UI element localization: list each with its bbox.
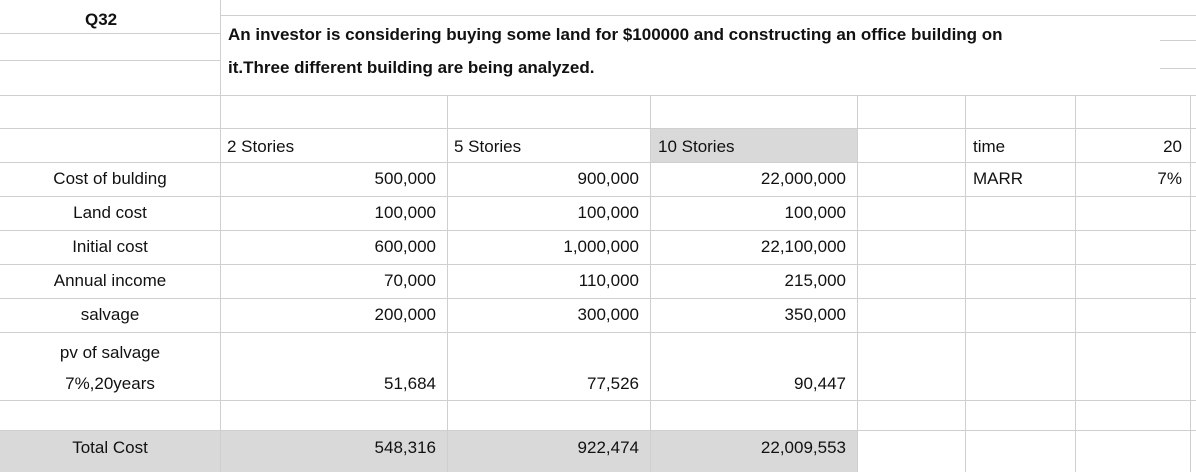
- row-label: Initial cost: [72, 237, 148, 256]
- question-label: Q32: [85, 10, 118, 29]
- grid-line: [0, 162, 1196, 163]
- grid-line: [0, 332, 1196, 333]
- grid-line: [0, 400, 1196, 401]
- row-label: 7%,20years: [65, 374, 155, 393]
- cell-value: 1,000,000: [563, 237, 639, 256]
- cell-value: 215,000: [784, 271, 846, 290]
- grid-line: [0, 33, 220, 34]
- parameter-value: 7%: [1157, 169, 1182, 188]
- cell-value: 90,447: [794, 374, 846, 393]
- row-label: Cost of bulding: [53, 169, 167, 188]
- grid-line: [1160, 68, 1196, 69]
- grid-line: [0, 230, 1196, 231]
- cell-value: 350,000: [784, 305, 846, 324]
- problem-text: it.Three different building are being an…: [228, 58, 595, 77]
- grid-line: [0, 264, 1196, 265]
- grid-line: [447, 95, 448, 472]
- cell-value: 922,474: [577, 438, 639, 457]
- grid-line: [857, 95, 858, 472]
- column-header: 2 Stories: [227, 137, 295, 156]
- grid-line: [220, 15, 1160, 16]
- cell-value: 600,000: [374, 237, 436, 256]
- total-row-fill: [0, 431, 857, 472]
- grid-line: [1160, 40, 1196, 41]
- cell-value: 300,000: [577, 305, 639, 324]
- cell-value: 22,009,553: [760, 438, 846, 457]
- cell-value: 110,000: [578, 271, 639, 290]
- column-header: 10 Stories: [658, 137, 735, 156]
- row-label: Total Cost: [72, 438, 148, 457]
- row-label: salvage: [80, 305, 140, 324]
- cell-value: 100,000: [577, 203, 639, 222]
- grid-line: [1190, 95, 1191, 472]
- grid-line: [1075, 95, 1076, 472]
- header-fill: [650, 128, 857, 162]
- grid-line: [0, 196, 1196, 197]
- grid-line: [0, 128, 1196, 129]
- cell-value: 77,526: [587, 374, 639, 393]
- cell-value: 70,000: [384, 271, 436, 290]
- cell-value: 900,000: [577, 169, 639, 188]
- cell-value: 100,000: [784, 203, 846, 222]
- grid-line: [965, 95, 966, 472]
- parameter-label: MARR: [973, 169, 1024, 188]
- row-label: Annual income: [53, 271, 167, 290]
- grid-line: [220, 15, 221, 472]
- grid-line: [650, 95, 651, 472]
- cell-value: 500,000: [374, 169, 436, 188]
- grid-line: [220, 0, 221, 15]
- cell-value: 548,316: [374, 438, 436, 457]
- row-label: Land cost: [73, 203, 147, 222]
- grid-line: [0, 60, 220, 61]
- column-header: 5 Stories: [454, 137, 522, 156]
- cell-value: 100,000: [374, 203, 436, 222]
- grid-line: [0, 430, 1196, 431]
- parameter-value: 20: [1163, 137, 1182, 156]
- cell-value: 51,684: [384, 374, 436, 393]
- cell-value: 22,100,000: [760, 237, 846, 256]
- grid-line: [0, 95, 1196, 96]
- parameter-label: time: [973, 137, 1006, 156]
- row-label: pv of salvage: [59, 343, 161, 362]
- grid-line: [0, 298, 1196, 299]
- cell-value: 200,000: [374, 305, 436, 324]
- problem-text: An investor is considering buying some l…: [228, 25, 1003, 44]
- cell-value: 22,000,000: [760, 169, 846, 188]
- grid-line: [1160, 15, 1196, 16]
